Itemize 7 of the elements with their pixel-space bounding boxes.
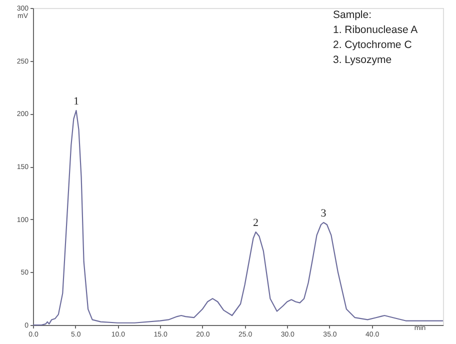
annotation: 3. Lysozyme [333, 54, 392, 66]
annotation: 2 [253, 217, 259, 230]
annotation: Sample: [333, 9, 372, 21]
annotation: 3 [320, 208, 327, 220]
annotation: 1 [73, 95, 79, 108]
annotation: 2. Cytochrome C [333, 39, 412, 51]
annotation: 1. Ribonuclease A [333, 24, 418, 36]
